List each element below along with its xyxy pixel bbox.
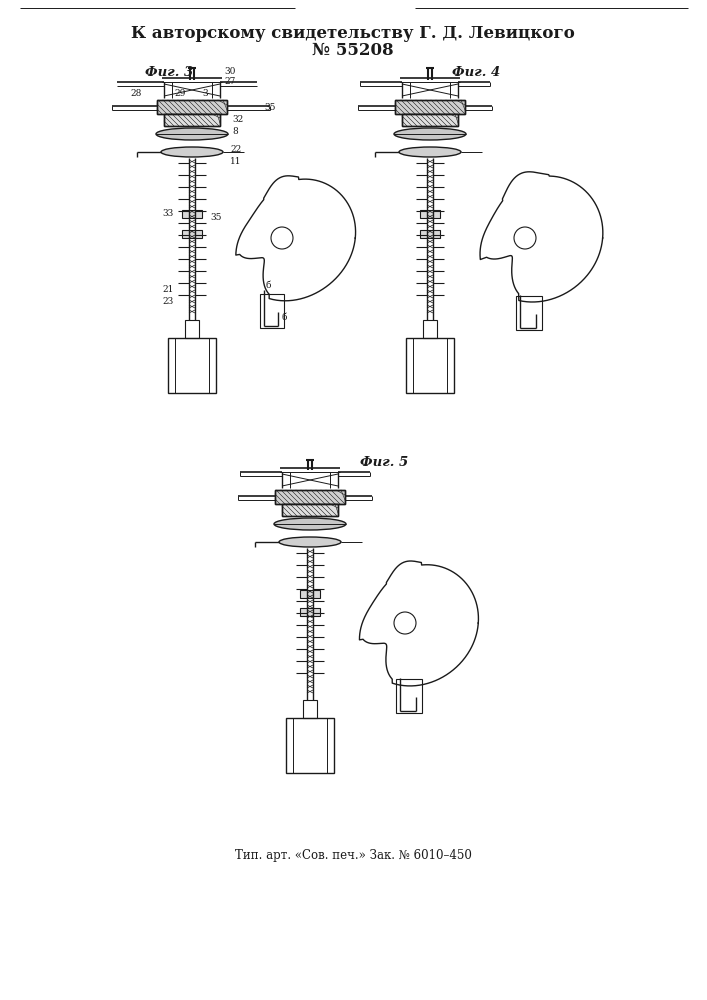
Text: 27: 27 <box>224 77 235 86</box>
Text: Тип. арт. «Сов. печ.» Зак. № 6010–450: Тип. арт. «Сов. печ.» Зак. № 6010–450 <box>235 848 472 861</box>
Bar <box>168 338 216 393</box>
Bar <box>300 590 320 598</box>
Text: 23: 23 <box>162 298 173 306</box>
Ellipse shape <box>156 128 228 140</box>
Text: К авторскому свидетельству Г. Д. Левицкого: К авторскому свидетельству Г. Д. Левицко… <box>131 24 575 41</box>
Bar <box>275 490 345 504</box>
Bar <box>395 100 465 114</box>
Text: б: б <box>266 282 271 290</box>
Ellipse shape <box>279 537 341 547</box>
Bar <box>282 504 338 516</box>
Bar <box>157 100 227 114</box>
Bar <box>420 210 440 218</box>
Bar <box>157 100 227 114</box>
Text: 28: 28 <box>130 90 141 99</box>
Text: 21: 21 <box>162 286 173 294</box>
Text: Фиг. 5: Фиг. 5 <box>360 456 408 468</box>
Text: 29: 29 <box>174 90 185 99</box>
Bar <box>406 338 454 393</box>
Ellipse shape <box>399 147 461 157</box>
Text: 33: 33 <box>162 209 173 218</box>
Text: 3: 3 <box>202 90 208 99</box>
Text: Фиг. 4: Фиг. 4 <box>452 66 501 79</box>
Text: № 55208: № 55208 <box>312 41 394 58</box>
Bar <box>164 114 220 126</box>
Text: 22: 22 <box>230 144 241 153</box>
Text: 35: 35 <box>264 104 276 112</box>
Text: 35: 35 <box>210 214 221 223</box>
Bar <box>395 100 465 114</box>
Bar <box>423 320 437 338</box>
Bar <box>182 230 202 238</box>
Text: 32: 32 <box>232 115 243 124</box>
Text: 30: 30 <box>224 68 235 77</box>
Ellipse shape <box>161 147 223 157</box>
Text: Фиг. 3: Фиг. 3 <box>145 66 193 79</box>
Bar <box>303 700 317 718</box>
Text: б: б <box>282 314 288 322</box>
Bar <box>300 608 320 616</box>
Bar <box>286 718 334 773</box>
Text: 11: 11 <box>230 157 242 166</box>
Ellipse shape <box>394 128 466 140</box>
Bar <box>396 679 422 713</box>
Ellipse shape <box>274 518 346 530</box>
Bar <box>275 490 345 504</box>
Bar <box>185 320 199 338</box>
Bar <box>402 114 458 126</box>
Text: 8: 8 <box>232 126 238 135</box>
Bar <box>260 294 284 328</box>
Bar <box>420 230 440 238</box>
Bar <box>182 210 202 218</box>
Bar <box>282 504 338 516</box>
Bar <box>516 296 542 330</box>
Bar <box>402 114 458 126</box>
Bar <box>164 114 220 126</box>
